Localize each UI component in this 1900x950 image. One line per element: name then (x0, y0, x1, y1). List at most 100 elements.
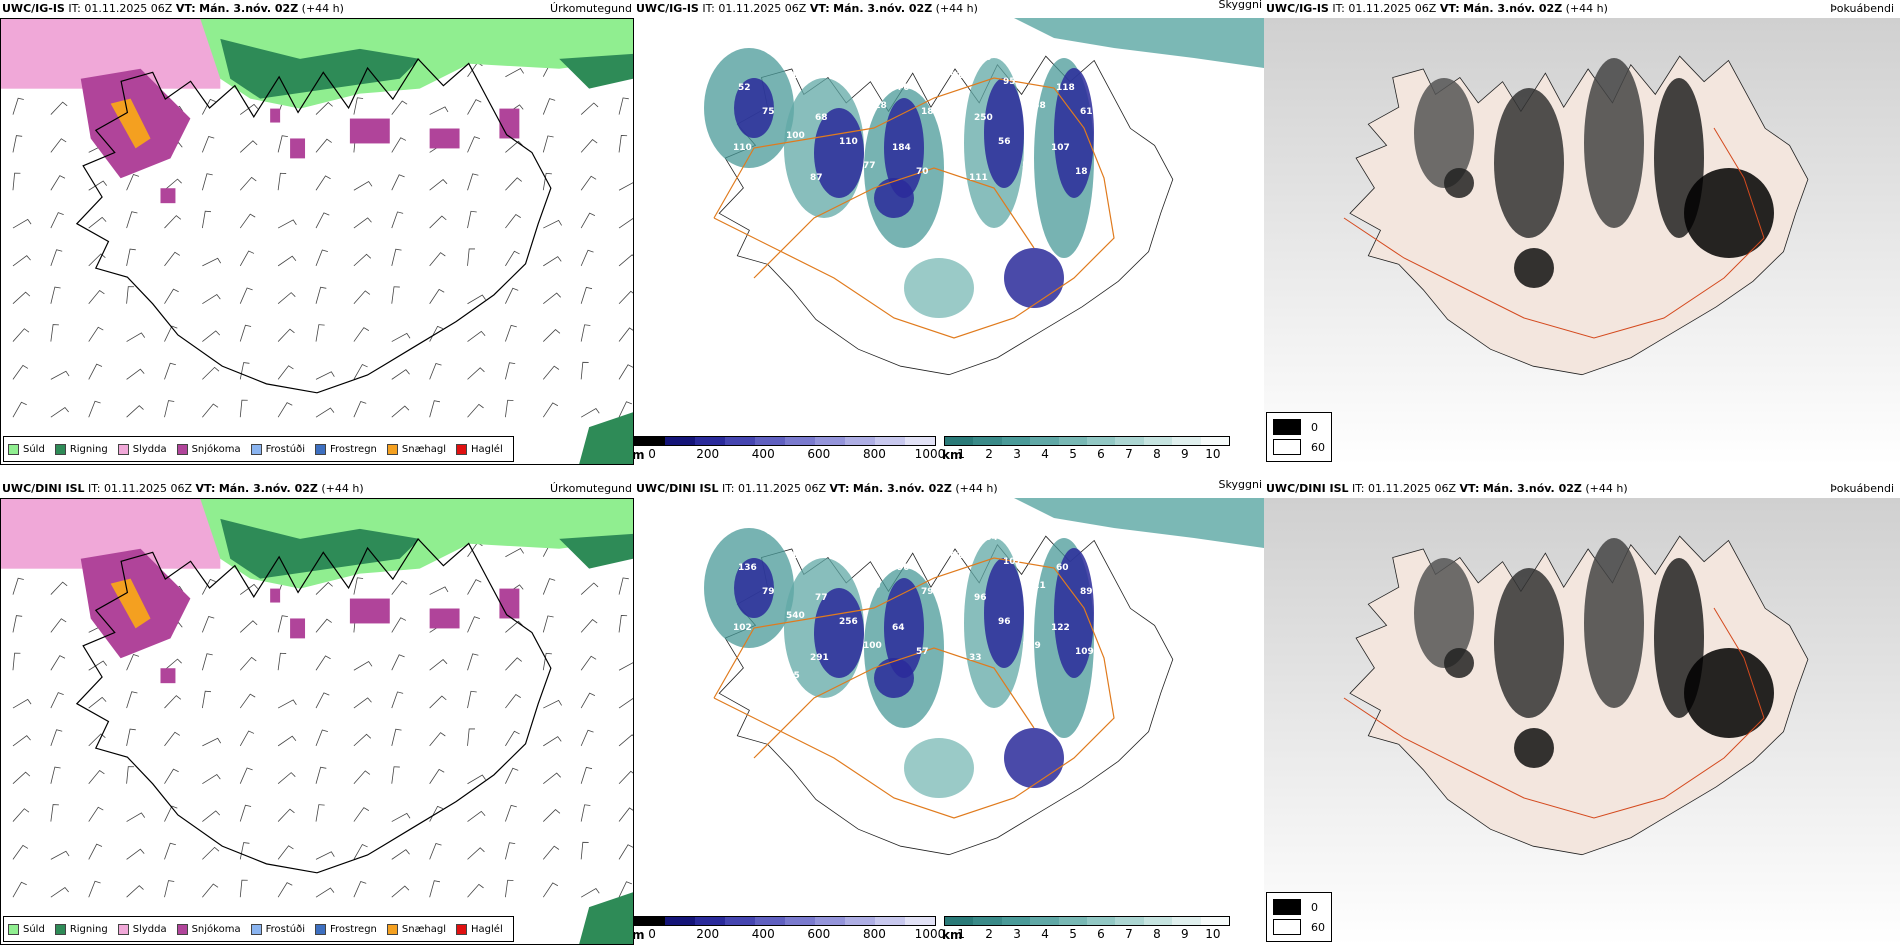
init-time: 01.11.2025 06Z (1348, 2, 1437, 15)
rain-area (579, 892, 633, 944)
colorbar-tick: 9 (1181, 447, 1189, 461)
road-network (713, 77, 1115, 339)
colorbar-step (1058, 917, 1088, 925)
snow-area (499, 108, 520, 139)
fog-index-panel-bottom: UWC/DINI ISL IT: 01.11.2025 06Z VT: Mán.… (1264, 480, 1900, 945)
colorbar-step (973, 917, 1002, 925)
colorbar-step (1172, 437, 1201, 445)
model-name: UWC/IG-IS (2, 2, 65, 15)
fog-area (1494, 568, 1564, 718)
colorbar-tick: 400 (751, 927, 775, 941)
cloud-base-value: 50 (979, 53, 992, 63)
visibility-colorbar-top: 1 2 3 4 5 6 7 8 9 10 km (942, 436, 1230, 462)
fog-area (1414, 558, 1474, 668)
cloud-base-colorbar-bottom: 0 200 400 600 800 1000 m (632, 916, 945, 942)
colorbar-step (875, 437, 905, 445)
cloud-base-value: 110 (733, 143, 752, 153)
valid-time: Mán. 3.nóv. 02Z (1463, 2, 1563, 15)
visibility-area (904, 738, 974, 798)
cloud-base-value: 70 (916, 167, 929, 177)
cloud-base-area (1004, 248, 1064, 308)
legend-label: Snjókoma (191, 923, 241, 935)
cloud-base-value: 102 (791, 71, 810, 81)
fog-legend-swatch (1273, 439, 1301, 455)
cloud-base-value: 90 (897, 563, 910, 573)
colorbar-step (725, 917, 755, 925)
snow-pellets-area (110, 98, 151, 149)
legend-swatch (54, 923, 66, 935)
cloud-base-value: 62 (714, 41, 727, 51)
colorbar-tick: 7 (1125, 447, 1133, 461)
precip-legend: Súld Rigning Slydda Snjókoma Frostúði Frostre… (3, 436, 514, 462)
fog-legend-label: 0 (1311, 420, 1318, 434)
colorbar-ramp (634, 436, 936, 446)
model-name: UWC/DINI ISL (2, 482, 85, 495)
legend-label: Haglél (471, 923, 503, 935)
cloud-base-value: 109 (1075, 647, 1094, 657)
cloud-base-value: 291 (810, 653, 829, 663)
cloud-base-value: 70 (897, 83, 910, 93)
colorbar-step (1087, 437, 1116, 445)
legend-item: Frostregn (315, 443, 383, 455)
snow-area (429, 608, 460, 629)
legend-swatch (117, 443, 129, 455)
colorbar-tick: 5 (1069, 447, 1077, 461)
valid-time: Mán. 3.nóv. 02Z (1482, 482, 1582, 495)
colorbar-step (665, 917, 695, 925)
cloud-base-value: 256 (839, 617, 858, 627)
cloud-base-value: 253 (767, 527, 786, 537)
fog-legend-row: 60 (1273, 437, 1325, 457)
iceland-coastline (75, 538, 552, 874)
fog-map-graphic (1264, 498, 1900, 945)
fog-legend-label: 0 (1311, 900, 1318, 914)
cloud-base-value: 18 (1075, 167, 1088, 177)
legend-label: Slydda (132, 923, 167, 935)
legend-item: Frostúði (250, 923, 311, 935)
valid-time: Mán. 3.nóv. 02Z (833, 2, 933, 15)
colorbar-tick: 8 (1153, 927, 1161, 941)
snow-area (349, 118, 390, 144)
fog-map-graphic (1264, 18, 1900, 465)
cloud-base-value: 135 (728, 683, 747, 693)
cloud-base-value: 56 (998, 137, 1011, 147)
model-name: UWC/DINI ISL (1266, 482, 1349, 495)
colorbar-ticks: 1 2 3 4 5 6 7 8 9 10 (944, 926, 1230, 941)
fog-area (1414, 78, 1474, 188)
legend-swatch (250, 923, 262, 935)
model-name: UWC/IG-IS (1266, 2, 1329, 15)
colorbar-tick: 6 (1097, 927, 1105, 941)
cloud-base-value: 57 (916, 647, 929, 657)
colorbar-step (1115, 917, 1144, 925)
snow-area (429, 128, 460, 149)
colorbar-unit: km (942, 448, 963, 462)
cloud-base-value: 96 (974, 593, 987, 603)
legend-item: Rigning (54, 443, 114, 455)
cloud-base-panel-bottom: UWC/DINI ISL IT: 01.11.2025 06Z VT: Mán.… (634, 480, 1264, 945)
cloud-base-value: 136 (738, 563, 757, 573)
cloud-base-value: 13 (757, 167, 770, 177)
fog-area (1444, 168, 1474, 198)
colorbar-step (945, 917, 974, 925)
snow-area (270, 588, 281, 603)
cloud-base-value: 275 (757, 647, 776, 657)
fog-area (1494, 88, 1564, 238)
precip-map: Súld Rigning Slydda Snjókoma Frostúði Frostre… (0, 18, 634, 465)
fog-area (1514, 728, 1554, 768)
cloud-base-area (984, 558, 1024, 668)
colorbar-step (755, 917, 785, 925)
precip-map-graphic (1, 19, 633, 464)
colorbar-tick: 3 (1013, 447, 1021, 461)
colorbar-unit: km (942, 928, 963, 942)
legend-item: Slydda (117, 443, 173, 455)
legend-label: Frostregn (330, 923, 377, 935)
rain-area (579, 412, 633, 464)
cloud-base-value: 20 (781, 191, 794, 201)
fog-legend-label: 60 (1311, 920, 1325, 934)
cloud-base-value: 95 (1085, 47, 1098, 57)
cloud-base-value: 110 (714, 521, 733, 531)
legend-item: Súld (8, 923, 51, 935)
cloud-base-value: 52 (738, 83, 751, 93)
cloud-base-value: 105 (781, 671, 800, 681)
snow-pellets-area (110, 578, 151, 629)
cloud-base-value: 95 (1003, 77, 1016, 87)
